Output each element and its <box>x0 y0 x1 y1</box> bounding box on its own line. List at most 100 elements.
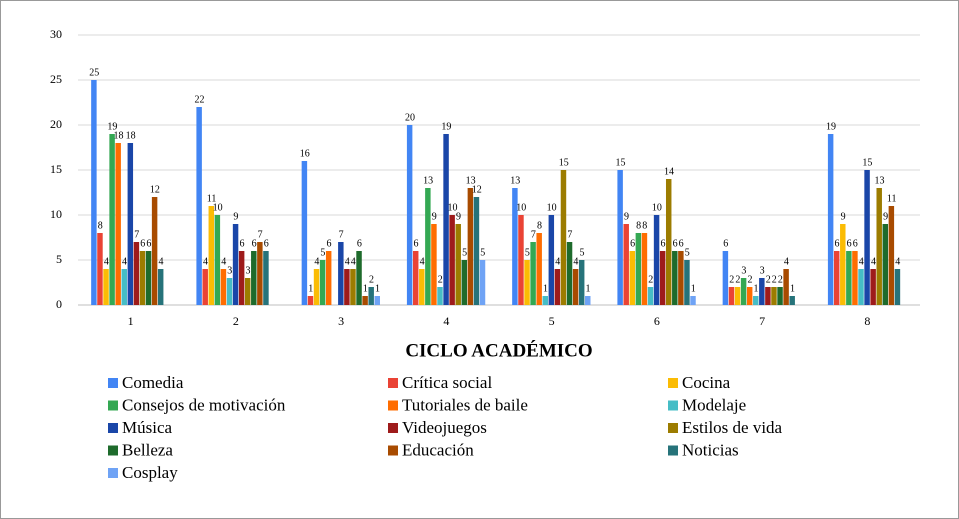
bar <box>560 170 567 305</box>
value-label: 13 <box>875 175 885 186</box>
value-label: 5 <box>579 247 584 258</box>
value-label: 20 <box>405 112 415 123</box>
value-label: 4 <box>573 256 578 267</box>
bar <box>263 251 269 305</box>
bar <box>512 188 518 305</box>
value-label: 2 <box>772 274 777 285</box>
bar <box>870 269 876 305</box>
y-tick-label: 30 <box>50 27 62 41</box>
legend-swatch <box>108 445 118 456</box>
x-tick-label: 7 <box>759 314 765 328</box>
bar <box>443 134 449 305</box>
legend-swatch <box>388 445 398 456</box>
legend-swatch <box>668 423 678 433</box>
legend-swatch <box>668 400 678 411</box>
bar <box>406 125 413 305</box>
legend-label: Educación <box>402 440 474 459</box>
bar <box>728 287 735 305</box>
value-label: 18 <box>126 130 136 141</box>
bar <box>121 269 127 305</box>
value-label: 6 <box>414 238 419 249</box>
bar <box>226 278 233 305</box>
value-label: 3 <box>227 265 232 276</box>
value-label: 1 <box>375 283 380 294</box>
bar <box>214 215 221 305</box>
legend-swatch <box>108 423 118 433</box>
value-label: 8 <box>642 220 647 231</box>
bar <box>678 251 684 305</box>
value-label: 2 <box>747 274 752 285</box>
value-label: 2 <box>438 274 443 285</box>
value-label: 4 <box>122 256 127 267</box>
value-label: 6 <box>357 238 362 249</box>
value-label: 11 <box>207 193 217 204</box>
bar <box>690 296 696 305</box>
value-label: 3 <box>741 265 746 276</box>
bar <box>244 278 251 305</box>
value-label: 4 <box>351 256 356 267</box>
legend-label: Música <box>122 418 173 437</box>
legend-swatch <box>108 378 118 388</box>
value-label: 4 <box>158 256 163 267</box>
bar <box>301 161 308 305</box>
bar <box>846 251 852 305</box>
legend-swatch <box>668 445 678 456</box>
y-tick-label: 10 <box>50 207 62 221</box>
bar <box>771 287 777 305</box>
value-label: 15 <box>862 157 872 168</box>
value-label: 7 <box>339 229 344 240</box>
value-label: 6 <box>660 238 665 249</box>
bar <box>257 242 263 305</box>
bar <box>356 251 362 305</box>
legend-swatch <box>108 468 118 478</box>
value-label: 5 <box>320 247 325 258</box>
bar <box>759 278 765 305</box>
value-label: 10 <box>516 202 526 213</box>
bar <box>777 287 783 305</box>
bar <box>641 233 648 305</box>
bar <box>350 269 356 305</box>
bar <box>419 269 425 305</box>
bar <box>97 233 103 305</box>
bar <box>617 170 623 305</box>
value-label: 12 <box>150 184 160 195</box>
value-label: 19 <box>107 121 117 132</box>
x-tick-label: 8 <box>864 314 870 328</box>
bar <box>789 296 795 305</box>
value-label: 9 <box>233 211 238 222</box>
bar <box>783 269 789 305</box>
value-label: 1 <box>308 283 313 294</box>
bar <box>888 206 895 305</box>
bar <box>864 170 870 305</box>
bar <box>202 269 208 305</box>
value-label: 6 <box>140 238 145 249</box>
bar <box>623 224 629 305</box>
value-label: 25 <box>89 67 99 78</box>
bar <box>672 251 678 305</box>
bar <box>653 215 660 305</box>
bar <box>629 251 636 305</box>
bar <box>572 269 579 305</box>
value-label: 9 <box>883 211 888 222</box>
x-tick-label: 1 <box>128 314 134 328</box>
value-label: 4 <box>221 256 226 267</box>
value-label: 3 <box>246 265 251 276</box>
bar <box>431 224 437 305</box>
legend-swatch <box>668 378 678 388</box>
bar <box>449 215 455 305</box>
value-label: 11 <box>887 193 897 204</box>
value-label: 9 <box>841 211 846 222</box>
bar <box>91 80 97 305</box>
value-label: 5 <box>480 247 485 258</box>
value-label: 10 <box>213 202 223 213</box>
bar <box>307 296 314 305</box>
value-label: 10 <box>652 202 662 213</box>
value-label: 6 <box>239 238 244 249</box>
value-label: 4 <box>895 256 900 267</box>
bar <box>437 287 443 305</box>
legend-label: Modelaje <box>682 395 746 414</box>
value-label: 6 <box>723 238 728 249</box>
bar <box>313 269 320 305</box>
bar <box>827 134 834 305</box>
bar <box>467 188 474 305</box>
